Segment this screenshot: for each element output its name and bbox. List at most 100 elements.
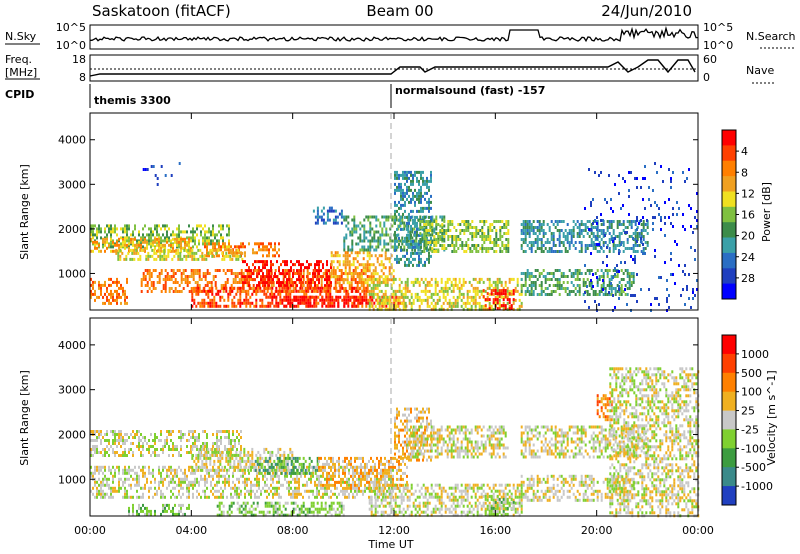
- power-cell: [167, 248, 170, 252]
- power-cell: [360, 281, 363, 284]
- velocity-cell: [126, 454, 128, 457]
- velocity-cell: [228, 430, 230, 433]
- power-cell: [133, 248, 136, 252]
- power-cell: [268, 251, 270, 255]
- power-cell: [261, 301, 264, 305]
- power-cell: [326, 260, 328, 264]
- power-cell: [468, 280, 471, 284]
- power-cell: [262, 275, 264, 279]
- velocity-cell: [216, 454, 218, 457]
- velocity-cell: [182, 492, 184, 496]
- power-cell: [190, 239, 192, 243]
- power-cell: [451, 235, 454, 238]
- power-cell: [401, 215, 404, 219]
- power-cell: [430, 292, 433, 296]
- power-cell: [348, 281, 351, 285]
- power-cell: [447, 229, 450, 232]
- power-cell: [296, 260, 298, 264]
- power-cell: [368, 254, 371, 258]
- power-cell: [211, 248, 214, 252]
- power-cell: [578, 284, 581, 287]
- power-cell: [404, 215, 406, 219]
- power-cell: [119, 257, 122, 261]
- power-cell: [170, 174, 173, 177]
- power-cell: [370, 254, 373, 258]
- power-cell: [558, 250, 561, 253]
- power-cell: [424, 289, 427, 293]
- power-cell: [196, 233, 198, 237]
- power-cell: [203, 257, 206, 261]
- power-cell: [285, 298, 288, 302]
- power-cell: [473, 247, 476, 250]
- power-cell: [526, 244, 529, 247]
- power-cell: [219, 295, 222, 299]
- velocity-cell: [102, 495, 104, 499]
- power-cell: [298, 263, 300, 267]
- power-cell: [444, 280, 447, 284]
- power-cell: [345, 301, 348, 305]
- velocity-cell: [96, 495, 98, 499]
- power-cell: [312, 269, 315, 272]
- power-cell: [110, 233, 112, 237]
- power-cell: [624, 284, 627, 287]
- power-cell: [285, 292, 288, 296]
- power-cell: [275, 286, 278, 290]
- power-cell: [404, 286, 407, 290]
- power-cell: [538, 229, 541, 232]
- velocity-cell: [100, 495, 102, 499]
- power-cell: [351, 218, 354, 222]
- power-cell: [684, 228, 686, 231]
- power-cell: [284, 272, 286, 276]
- power-cell: [572, 244, 575, 247]
- power-cell: [620, 293, 623, 296]
- power-cell: [508, 298, 511, 302]
- power-cell: [586, 285, 588, 288]
- power-cell: [206, 230, 208, 234]
- power-cell: [300, 266, 302, 270]
- power-cell: [219, 304, 222, 308]
- power-cell: [400, 173, 402, 177]
- power-cell: [116, 295, 118, 299]
- velocity-cell: [122, 454, 124, 457]
- power-cell: [668, 168, 670, 171]
- power-cell: [362, 257, 365, 261]
- power-cell: [554, 250, 557, 253]
- power-cell: [499, 232, 502, 235]
- power-cell: [674, 240, 676, 243]
- power-cell: [256, 290, 259, 293]
- power-cell: [332, 218, 335, 222]
- power-cell: [336, 215, 339, 219]
- power-cell: [634, 255, 636, 258]
- velocity-cell: [184, 468, 186, 472]
- velocity-cell: [92, 486, 94, 490]
- power-cell: [331, 301, 334, 305]
- velocity-cell: [220, 430, 222, 433]
- power-cell: [166, 237, 168, 241]
- power-cell: [144, 278, 147, 281]
- power-cell: [564, 250, 567, 253]
- power-cell: [326, 218, 329, 222]
- velocity-cell: [198, 483, 200, 487]
- power-cell: [522, 238, 525, 241]
- power-cell: [118, 249, 120, 253]
- velocity-cell: [216, 430, 218, 433]
- power-cell: [477, 232, 480, 235]
- power-cell: [266, 281, 268, 285]
- power-cell: [418, 298, 421, 302]
- velocity-cell: [174, 471, 176, 475]
- power-cell: [115, 248, 118, 252]
- power-cell: [222, 254, 224, 258]
- power-cell: [266, 272, 268, 276]
- power-cell: [530, 293, 533, 296]
- power-cell: [270, 281, 272, 285]
- power-cell: [330, 275, 333, 279]
- power-cell: [204, 290, 207, 293]
- power-cell: [664, 216, 666, 219]
- power-cell: [544, 278, 547, 281]
- velocity-cell: [228, 436, 230, 439]
- power-cell: [495, 235, 498, 238]
- velocity-cell: [94, 445, 96, 448]
- power-cell: [444, 298, 447, 302]
- power-cell: [412, 283, 415, 287]
- power-cell: [464, 280, 467, 284]
